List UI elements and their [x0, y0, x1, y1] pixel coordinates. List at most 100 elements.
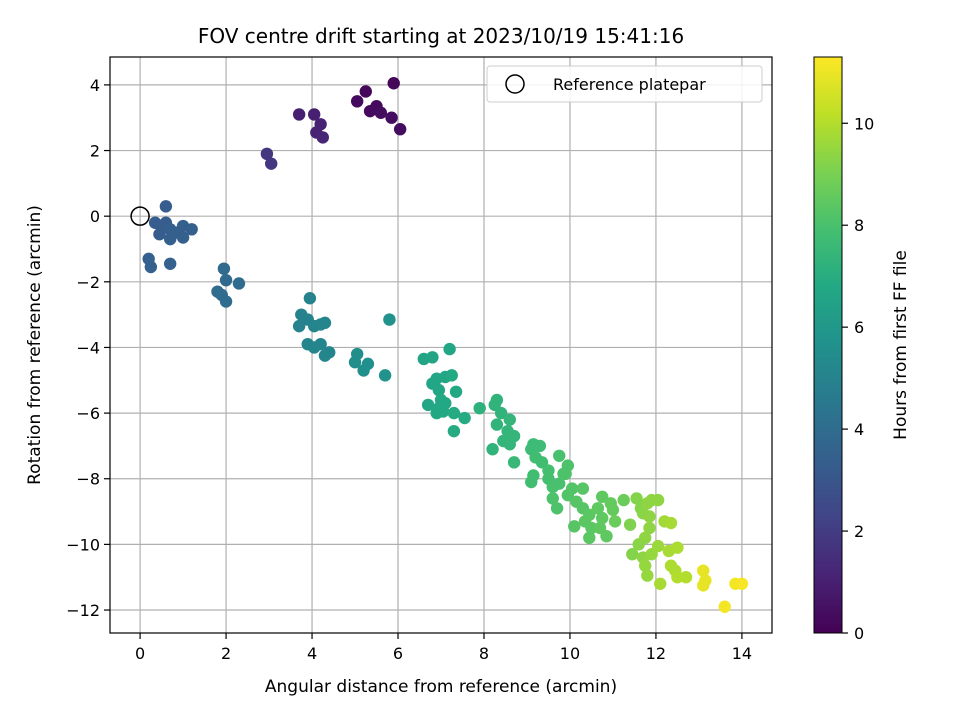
data-point: [507, 456, 521, 469]
legend: Reference platepar: [486, 65, 763, 103]
data-point: [348, 356, 362, 369]
data-point: [318, 316, 332, 330]
data-point: [596, 490, 609, 503]
legend-box: [486, 65, 763, 103]
data-point: [583, 531, 596, 545]
data-point: [260, 147, 274, 161]
data-points: [142, 77, 749, 613]
x-tick-label: 10: [560, 644, 580, 663]
data-point: [430, 406, 443, 420]
data-point: [473, 401, 486, 415]
data-point: [185, 223, 198, 236]
colorbar-gradient: [813, 56, 843, 634]
legend-marker: [505, 74, 525, 94]
data-point: [163, 257, 177, 270]
data-point: [623, 518, 637, 531]
data-point: [432, 383, 446, 397]
y-tick-label: −12: [66, 601, 100, 620]
data-point: [664, 516, 678, 530]
data-point: [568, 520, 581, 533]
data-point: [383, 313, 396, 326]
colorbar-ticks: 0 2 4 6 8 10: [842, 114, 874, 643]
data-point: [503, 413, 516, 426]
data-point: [651, 493, 665, 507]
data-point: [292, 319, 306, 333]
data-point: [608, 515, 622, 528]
data-point: [378, 369, 392, 382]
x-axis-label: Angular distance from reference (arcmin): [265, 677, 617, 697]
data-point: [316, 131, 329, 144]
data-point: [671, 571, 684, 584]
y-tick-label: −4: [76, 338, 100, 357]
data-point: [176, 231, 190, 244]
data-point: [632, 538, 645, 551]
data-point: [421, 398, 435, 412]
data-point: [144, 260, 158, 274]
data-point: [576, 482, 590, 495]
data-point: [641, 569, 654, 582]
x-axis-ticks: 0 2 4 6 8 10 12 14: [135, 633, 752, 663]
data-point: [617, 493, 630, 507]
x-tick-label: 0: [135, 644, 145, 663]
y-tick-label: 0: [90, 207, 100, 226]
data-point: [638, 559, 652, 572]
data-point: [591, 502, 605, 515]
y-axis-label: Rotation from reference (arcmin): [25, 205, 45, 485]
data-point: [359, 85, 372, 98]
legend-entry-reference-platepar: Reference platepar: [553, 75, 706, 94]
data-point: [490, 418, 504, 431]
data-point: [585, 521, 598, 535]
y-tick-label: −10: [66, 535, 100, 554]
data-point: [533, 439, 547, 453]
data-point: [307, 108, 321, 121]
data-point: [443, 342, 456, 356]
colorbar-label: Hours from first FF file: [891, 250, 911, 440]
y-tick-label: 4: [90, 76, 100, 95]
data-point: [458, 411, 471, 425]
chart-title: FOV centre drift starting at 2023/10/19 …: [198, 24, 684, 48]
colorbar-tick-label: 0: [854, 624, 864, 643]
data-point: [559, 467, 572, 481]
colorbar-tick-label: 10: [854, 114, 874, 133]
data-point: [546, 492, 559, 505]
data-point: [697, 579, 710, 592]
data-point: [641, 497, 654, 510]
data-point: [643, 510, 656, 523]
data-point: [735, 577, 749, 590]
y-tick-label: 2: [90, 142, 100, 161]
data-point: [718, 600, 731, 613]
data-point: [318, 349, 332, 362]
data-point: [232, 277, 246, 290]
data-point: [671, 541, 684, 554]
data-point: [385, 111, 398, 124]
data-point: [553, 477, 566, 490]
x-tick-label: 2: [221, 644, 231, 663]
data-point: [565, 482, 579, 495]
data-point: [219, 295, 233, 308]
x-tick-label: 6: [393, 644, 403, 663]
data-point: [697, 564, 710, 577]
data-point: [163, 232, 177, 246]
data-point: [426, 351, 439, 364]
plot-frame: [109, 56, 773, 634]
data-point: [494, 406, 508, 420]
data-point: [314, 337, 327, 351]
data-point: [357, 364, 370, 377]
data-point: [643, 521, 656, 535]
colorbar-tick-label: 6: [854, 318, 864, 337]
colorbar-tick-label: 2: [854, 522, 864, 541]
data-point: [553, 449, 566, 462]
data-point: [350, 95, 364, 108]
data-point: [292, 108, 306, 121]
data-point: [449, 385, 463, 398]
data-point: [679, 571, 693, 584]
colorbar: 0 2 4 6 8 10 Hours from first FF file: [813, 56, 911, 643]
y-tick-label: −8: [76, 470, 100, 489]
data-point: [503, 438, 516, 451]
colorbar-tick-label: 8: [854, 216, 864, 235]
data-point: [606, 503, 620, 517]
colorbar-tick-label: 4: [854, 420, 864, 439]
data-point: [447, 406, 461, 420]
data-point: [550, 502, 564, 515]
